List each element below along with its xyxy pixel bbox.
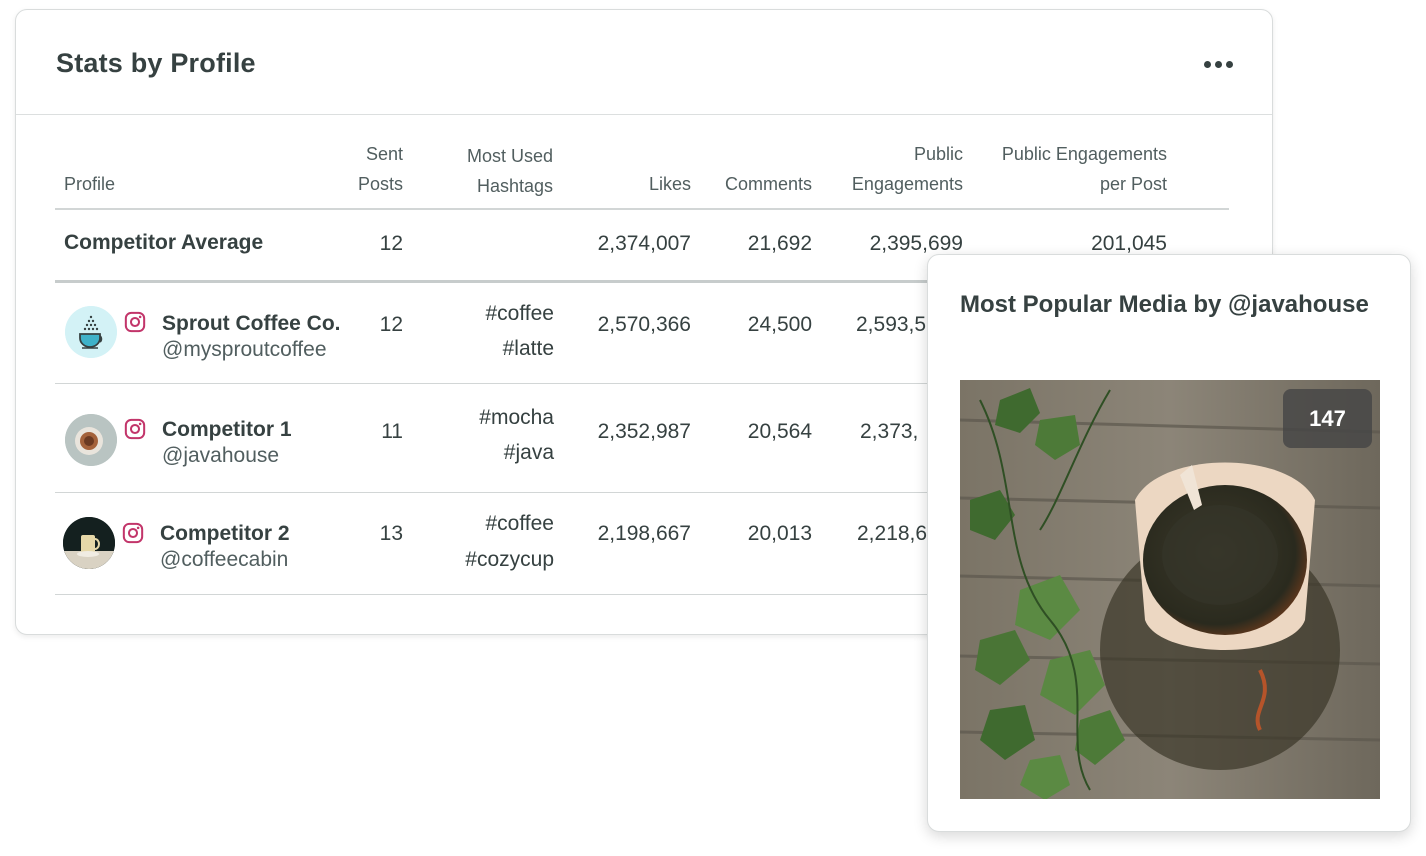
header-divider	[55, 208, 1229, 210]
popular-media-image[interactable]: 147	[960, 380, 1380, 799]
sent-posts: 13	[379, 522, 403, 545]
profile-name[interactable]: Competitor 2	[160, 522, 290, 545]
header-profile[interactable]: Profile	[64, 174, 116, 194]
header-public-line2[interactable]: Engagements	[851, 174, 963, 194]
instagram-icon	[122, 522, 144, 544]
average-sent: 12	[379, 232, 403, 255]
profile-handle: @mysproutcoffee	[162, 338, 327, 361]
header-sent-line2[interactable]: Posts	[357, 174, 403, 194]
public-engagements: 2,373,	[860, 420, 919, 443]
header-public-line1[interactable]: Public	[913, 144, 963, 164]
hashtag-1: #coffee	[485, 512, 554, 535]
avatar-sprout-coffee	[65, 306, 117, 358]
card-title: Stats by Profile	[56, 48, 256, 78]
header-comments[interactable]: Comments	[724, 174, 812, 194]
public-engagements: 2,593,5	[856, 313, 927, 336]
avatar-javahouse	[65, 414, 117, 466]
comments: 24,500	[747, 313, 812, 336]
header-sent-line1[interactable]: Sent	[365, 144, 403, 164]
header-per-post-line2[interactable]: per Post	[1099, 174, 1167, 194]
average-likes: 2,374,007	[597, 232, 691, 255]
profile-handle: @coffeecabin	[160, 548, 289, 571]
hashtag-1: #coffee	[485, 302, 554, 325]
public-engagements: 2,218,6	[857, 522, 928, 545]
hashtag-2: #latte	[502, 337, 554, 360]
most-popular-media-card: Most Popular Media by @javahouse	[927, 254, 1411, 832]
row-divider	[55, 594, 1229, 595]
average-per-post: 201,045	[1091, 232, 1167, 255]
instagram-icon	[124, 418, 146, 440]
header-hashtags-line1[interactable]: Most Used	[466, 146, 553, 166]
hashtag-2: #java	[503, 441, 554, 464]
profile-handle: @javahouse	[162, 444, 280, 467]
profile-name[interactable]: Sprout Coffee Co.	[162, 312, 341, 335]
average-divider	[55, 280, 1229, 283]
row-divider	[55, 383, 1229, 384]
sent-posts: 12	[379, 313, 403, 336]
average-comments: 21,692	[747, 232, 812, 255]
likes: 2,570,366	[597, 313, 691, 336]
header-hashtags-line2[interactable]: Hashtags	[476, 176, 553, 196]
more-options-icon[interactable]	[1204, 57, 1238, 71]
media-count-badge: 147	[1283, 389, 1372, 448]
instagram-icon	[124, 311, 146, 333]
row-divider	[55, 492, 1229, 493]
average-public: 2,395,699	[869, 232, 963, 255]
comments: 20,013	[747, 522, 812, 545]
average-label: Competitor Average	[64, 231, 264, 254]
likes: 2,198,667	[597, 522, 691, 545]
hashtag-1: #mocha	[479, 406, 554, 429]
header-likes[interactable]: Likes	[648, 174, 691, 194]
avatar-coffeecabin	[63, 517, 115, 569]
card-divider	[16, 114, 1272, 115]
hashtag-2: #cozycup	[465, 548, 554, 571]
popular-media-title: Most Popular Media by @javahouse	[960, 291, 1369, 318]
profile-name[interactable]: Competitor 1	[162, 418, 292, 441]
header-per-post-line1[interactable]: Public Engagements	[1001, 144, 1167, 164]
comments: 20,564	[747, 420, 812, 443]
sent-posts: 11	[381, 420, 403, 443]
likes: 2,352,987	[597, 420, 691, 443]
